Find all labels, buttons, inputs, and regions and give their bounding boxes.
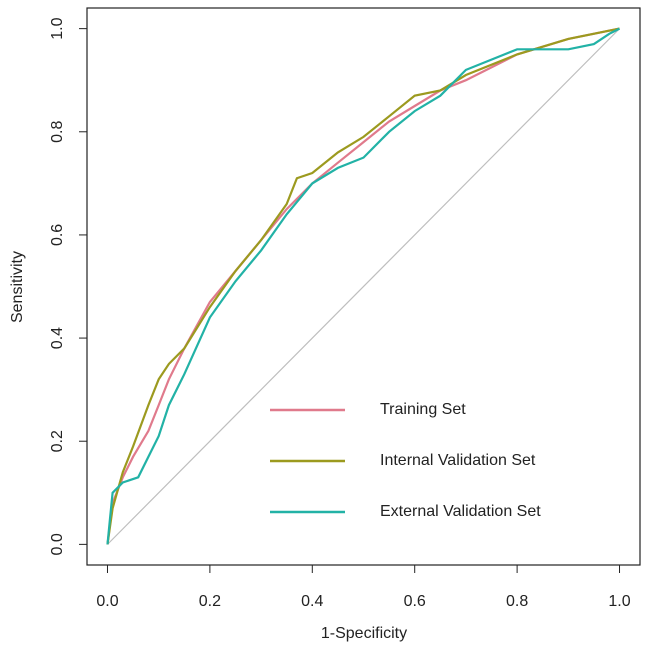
x-tick-label: 1.0 — [608, 593, 630, 610]
x-tick-label: 0.8 — [506, 593, 528, 610]
reference-line — [107, 28, 620, 545]
y-tick-label: 0.6 — [49, 224, 66, 246]
x-tick-label: 0.4 — [301, 593, 323, 610]
x-tick-label: 0.0 — [96, 593, 118, 610]
x-axis-label: 1-Specificity — [321, 625, 407, 642]
y-tick-label: 0.8 — [49, 121, 66, 143]
roc-line — [106, 27, 620, 545]
legend-label: External Validation Set — [380, 503, 541, 520]
legend-label: Internal Validation Set — [380, 452, 536, 469]
y-axis-label: Sensitivity — [9, 251, 26, 323]
y-tick-label: 0.2 — [49, 430, 66, 452]
x-tick-label: 0.6 — [404, 593, 426, 610]
y-tick-label: 0.0 — [49, 533, 66, 555]
x-tick-label: 0.2 — [199, 593, 221, 610]
legend-label: Training Set — [380, 401, 466, 418]
roc-line — [106, 27, 620, 545]
y-tick-label: 1.0 — [49, 17, 66, 39]
roc-line — [106, 27, 620, 545]
y-tick-label: 0.4 — [49, 327, 66, 349]
plot-frame — [86, 7, 641, 566]
